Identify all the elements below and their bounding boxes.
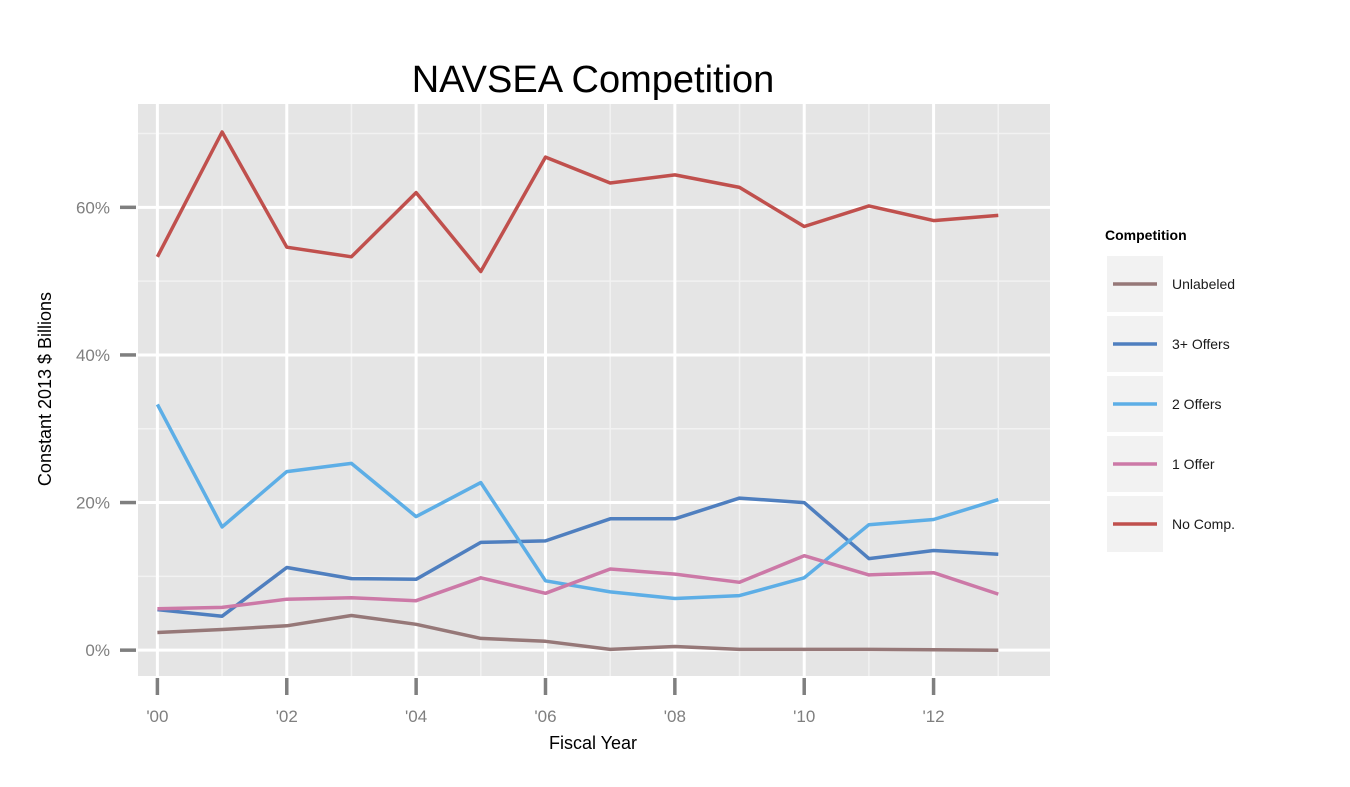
series-line-3-offers bbox=[157, 496, 999, 618]
plot-area: 0% 20% 40% 60% '00 '02 '04 '06 '08 '10 '12 bbox=[76, 104, 1050, 726]
x-tick-label: '02 bbox=[276, 707, 298, 726]
y-tick-label: 40% bbox=[76, 346, 110, 365]
legend-label: 2 Offers bbox=[1172, 396, 1222, 412]
legend-item-1-offer: 1 Offer bbox=[1107, 436, 1215, 492]
legend-item-unlabeled: Unlabeled bbox=[1107, 256, 1235, 312]
legend-item-3-offers: 3+ Offers bbox=[1107, 316, 1230, 372]
y-tick-label: 20% bbox=[76, 494, 110, 513]
x-tick-label: '04 bbox=[405, 707, 427, 726]
x-tick-label: '10 bbox=[793, 707, 815, 726]
chart-title: NAVSEA Competition bbox=[412, 59, 775, 101]
y-axis-title: Constant 2013 $ Billions bbox=[35, 292, 55, 486]
y-tick-label: 60% bbox=[76, 198, 110, 217]
legend-label: 3+ Offers bbox=[1172, 336, 1230, 352]
legend-item-2-offers: 2 Offers bbox=[1107, 376, 1222, 432]
legend-label: Unlabeled bbox=[1172, 276, 1235, 292]
x-tick-label: '08 bbox=[664, 707, 686, 726]
x-tick-label: '06 bbox=[534, 707, 556, 726]
y-tick-label: 0% bbox=[85, 641, 110, 660]
legend-label: 1 Offer bbox=[1172, 456, 1215, 472]
x-axis-title: Fiscal Year bbox=[549, 733, 637, 753]
legend-title: Competition bbox=[1105, 227, 1187, 243]
series-line-unlabeled bbox=[157, 613, 999, 652]
plot-background bbox=[138, 104, 1050, 676]
legend: Competition Unlabeled 3+ Offers 2 Offers 1 … bbox=[1105, 227, 1235, 552]
x-tick-label: '00 bbox=[146, 707, 168, 726]
series-line-no-comp bbox=[155, 130, 999, 274]
x-tick-label: '12 bbox=[922, 707, 944, 726]
legend-label: No Comp. bbox=[1172, 516, 1235, 532]
legend-item-no-comp: No Comp. bbox=[1107, 496, 1235, 552]
series-line-1-offer bbox=[157, 553, 999, 611]
series-line-2-offers bbox=[155, 403, 999, 601]
